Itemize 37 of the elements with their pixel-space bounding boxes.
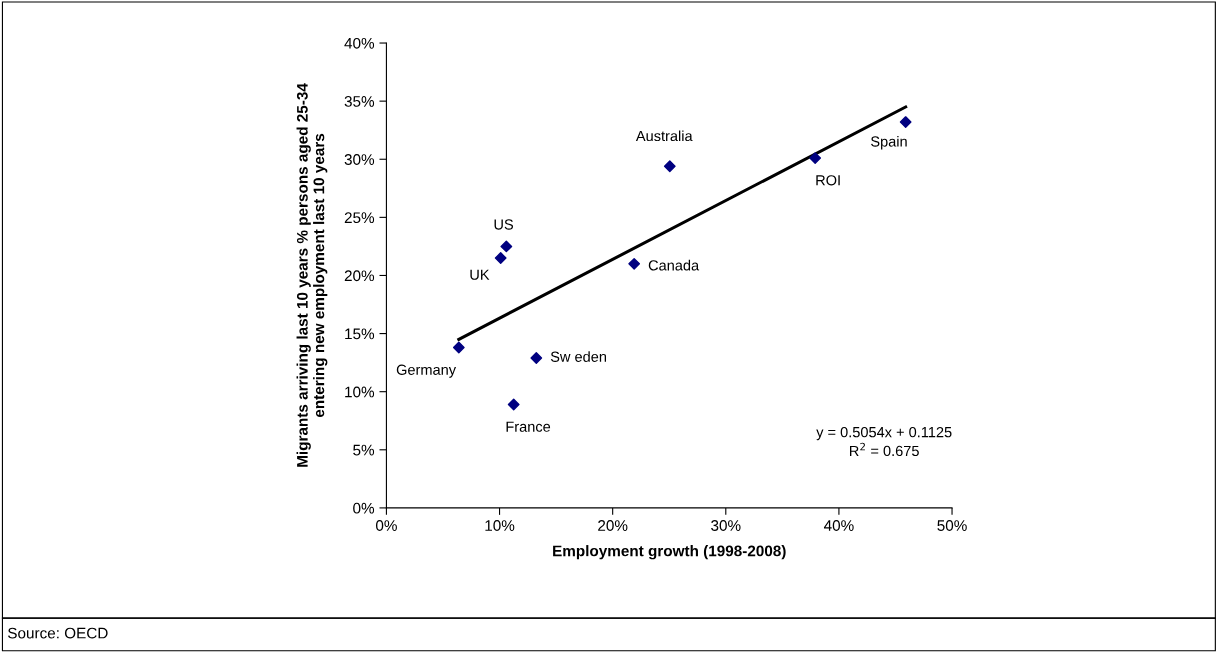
- x-tick-label: 30%: [711, 520, 741, 531]
- point: [899, 116, 912, 128]
- y-tick-label: 10%: [345, 386, 375, 398]
- y-tick-label: 15%: [345, 328, 375, 340]
- x-tick-label: 10%: [485, 520, 515, 531]
- annotation: Spain: [871, 135, 907, 150]
- y-axis-title: Migrants arriving last 10 years % persons aged 25-34 entering new employment last 10 years: [296, 83, 328, 467]
- annotation: Australia: [635, 130, 693, 142]
- x-tick-label: 50%: [937, 520, 967, 531]
- x-tick-label: 20%: [598, 520, 628, 531]
- y-tick-label: 0%: [353, 502, 375, 514]
- annotation: Sw eden: [550, 351, 607, 362]
- annotation: Canada: [648, 259, 700, 271]
- annotation: y = 0.5054x + 0.1125 R$^{2}$ = 0.675: [816, 426, 952, 457]
- point: [500, 240, 513, 253]
- point: [452, 341, 465, 354]
- point: [628, 257, 641, 270]
- point: [663, 160, 676, 173]
- point: [507, 398, 520, 411]
- annotation: France: [506, 421, 551, 432]
- x-axis-title: Employment growth (1998-2008): [553, 545, 786, 560]
- annotation: Germany: [396, 364, 457, 378]
- x-tick-label: 0%: [375, 520, 397, 531]
- source-note: Source: OECD: [8, 627, 108, 639]
- point: [494, 252, 507, 264]
- y-tick-label: 25%: [344, 212, 375, 224]
- y-tick-label: 30%: [344, 154, 375, 165]
- y-tick-label: 40%: [344, 37, 375, 49]
- point: [809, 152, 822, 164]
- y-tick-label: 5%: [353, 444, 375, 456]
- y-tick-label: 35%: [344, 96, 375, 107]
- point: [530, 352, 543, 364]
- annotation: US: [494, 219, 514, 230]
- y-tick-label: 20%: [344, 270, 375, 282]
- annotation: UK: [470, 269, 490, 280]
- x-tick-label: 40%: [823, 520, 854, 531]
- annotation: ROI: [816, 175, 840, 186]
